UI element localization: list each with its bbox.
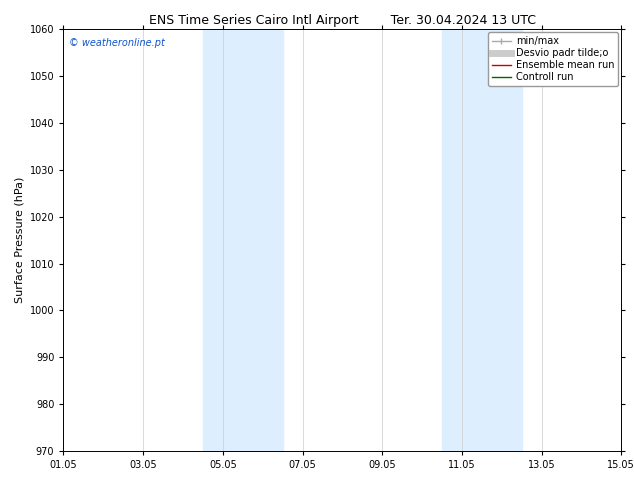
Bar <box>203 29 283 451</box>
Bar <box>442 29 522 451</box>
Title: ENS Time Series Cairo Intl Airport        Ter. 30.04.2024 13 UTC: ENS Time Series Cairo Intl Airport Ter. … <box>149 14 536 27</box>
Text: © weatheronline.pt: © weatheronline.pt <box>69 38 165 48</box>
Y-axis label: Surface Pressure (hPa): Surface Pressure (hPa) <box>14 177 24 303</box>
Legend: min/max, Desvio padr tilde;o, Ensemble mean run, Controll run: min/max, Desvio padr tilde;o, Ensemble m… <box>488 32 618 86</box>
